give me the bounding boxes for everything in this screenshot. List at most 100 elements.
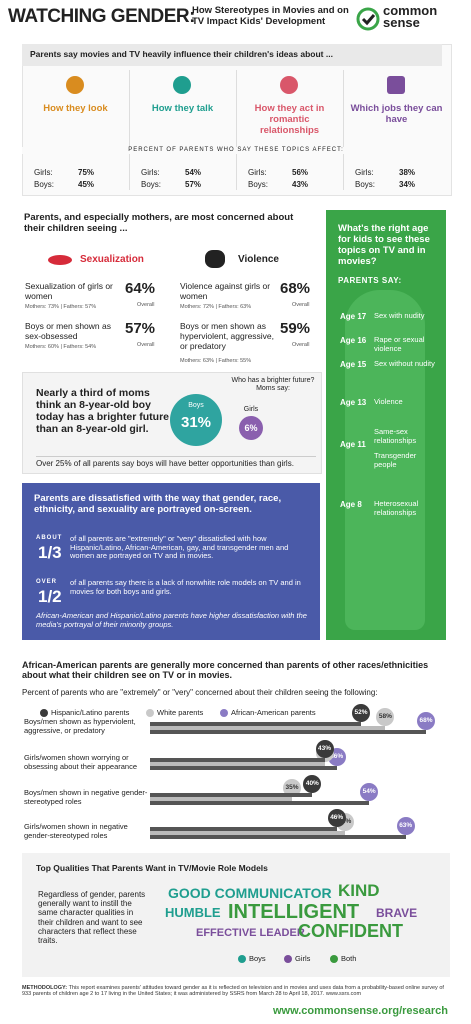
category-label: Boys/men shown in negative gender-stereo…: [24, 788, 148, 806]
bar: [150, 831, 345, 835]
boys-circle: [170, 394, 222, 446]
age-topic: Sex without nudity: [374, 359, 435, 368]
overall-label: Overall: [137, 302, 155, 308]
bar: [150, 722, 362, 726]
concern-text: Violence against girls or women: [180, 281, 271, 301]
pin: 54%: [360, 783, 379, 801]
age-topic: Violence: [374, 397, 403, 406]
fraction: 1/2: [38, 587, 62, 606]
section-heading: Parents, and especially mothers, are mos…: [24, 212, 294, 234]
portrayal-heading: Parents are dissatisfied with the way th…: [34, 493, 282, 515]
future-text: Nearly a third of moms think an 8-year-o…: [36, 387, 170, 436]
future-footnote: Over 25% of all parents say boys will ha…: [36, 456, 316, 468]
bar: [150, 730, 426, 734]
pin: 46%: [327, 809, 346, 827]
legend-swatch: [146, 709, 154, 717]
bar: [150, 827, 337, 831]
pin: 35%: [283, 779, 302, 797]
quality-word: CONFIDENT: [298, 921, 403, 941]
divider: [236, 70, 237, 190]
boys-label: Boys:: [34, 180, 55, 189]
group-title: Violence: [238, 254, 279, 265]
concern-detail: Mothers: 73% | Fathers: 57%: [25, 304, 97, 310]
topic-label: How they talk: [151, 103, 214, 114]
logo-text: common sense: [383, 3, 438, 30]
boys-label: Boys:: [248, 180, 269, 189]
girls-label: Girls: [243, 406, 259, 413]
boys-value: 34%: [399, 180, 416, 189]
age: Age 15: [340, 360, 367, 369]
pin: 58%: [376, 708, 395, 726]
bar: [150, 835, 406, 839]
topic-label: How they look: [43, 103, 108, 114]
legend-swatch: [330, 955, 338, 963]
girls-value: 38%: [399, 168, 416, 177]
methodology-text: This report examines parents' attitudes …: [22, 985, 444, 998]
girls-value: 6%: [244, 423, 258, 433]
topic-icon: [280, 76, 298, 94]
stat-text: of all parents say there is a lack of no…: [70, 578, 301, 596]
concern-pct: 64%: [125, 280, 156, 297]
girls-circle: [239, 416, 263, 440]
methodology: METHODOLOGY: This report examines parent…: [22, 985, 452, 998]
girls-label: Girls:: [34, 168, 53, 177]
legend-label: Both: [341, 954, 357, 963]
lips-icon: [48, 255, 72, 265]
pin: 63%: [396, 817, 415, 835]
concern-pct: 68%: [280, 280, 311, 297]
girls-label: Girls:: [248, 168, 267, 177]
bar: [150, 801, 370, 805]
qualities-heading: Top Qualities That Parents Want in TV/Mo…: [36, 863, 268, 873]
legend-label: Hispanic/Latino parents: [51, 708, 130, 717]
silhouette: [345, 290, 425, 630]
category-label: Girls/women shown worrying or obsessing …: [24, 753, 137, 771]
fraction: 1/3: [38, 543, 62, 562]
legend-label: White parents: [157, 708, 204, 717]
age-question: What's the right age for kids to see the…: [338, 223, 430, 267]
parents-say: PARENTS SAY:: [338, 276, 402, 285]
bar: [150, 793, 313, 797]
concern-detail: Mothers: 63% | Fathers: 55%: [180, 358, 252, 364]
bar: [150, 797, 293, 801]
methodology-label: METHODOLOGY:: [22, 985, 69, 991]
pin: 68%: [417, 712, 435, 730]
topic-icon: [66, 76, 84, 94]
boys-label: Boys:: [141, 180, 162, 189]
overall-label: Overall: [137, 342, 155, 348]
concern-detail: Mothers: 60% | Fathers: 54%: [25, 344, 97, 350]
topic-label: Which jobs they can have: [350, 103, 443, 125]
pin: 40%: [303, 775, 322, 793]
boys-label: Boys:: [355, 180, 376, 189]
legend-swatch: [284, 955, 292, 963]
concern-detail: Mothers: 72% | Fathers: 63%: [180, 304, 252, 310]
boys-value: 31%: [180, 414, 212, 431]
qualities-text: Regardless of gender, parents generally …: [38, 890, 146, 945]
age-topic: Same-sex relationships: [374, 427, 417, 445]
boys-label: Boys: [188, 402, 204, 409]
concern-text: Boys or men shown as sex-obsessed: [25, 321, 111, 341]
pin: 52%: [352, 704, 371, 722]
girls-value: 54%: [185, 168, 202, 177]
legend-label: African-American parents: [231, 708, 316, 717]
group-title: Sexualization: [80, 254, 144, 265]
footer-url: www.commonsense.org/research: [272, 1005, 448, 1017]
bar: [150, 762, 325, 766]
quality-word: KIND: [338, 881, 380, 900]
legend-swatch: [220, 709, 228, 717]
legend-label: Girls: [295, 954, 311, 963]
chart-subtitle: Percent of parents who are "extremely" o…: [22, 688, 378, 697]
quality-word: HUMBLE: [165, 905, 221, 920]
quality-word: INTELLIGENT: [228, 901, 360, 923]
age-topic: Transgender people: [374, 451, 417, 469]
quality-word: GOOD COMMUNICATOR: [168, 885, 332, 901]
portrayal-note: African-American and Hispanic/Latino par…: [36, 611, 307, 629]
legend-swatch: [238, 955, 246, 963]
divider: [129, 70, 130, 190]
chart-title: African-American parents are generally m…: [22, 660, 429, 681]
age: Age 11: [340, 440, 366, 449]
category-label: Girls/women shown in negative gender-ste…: [24, 822, 128, 840]
overall-label: Overall: [292, 342, 310, 348]
quality-word: BRAVE: [376, 906, 418, 920]
concern-pct: 57%: [125, 320, 156, 337]
